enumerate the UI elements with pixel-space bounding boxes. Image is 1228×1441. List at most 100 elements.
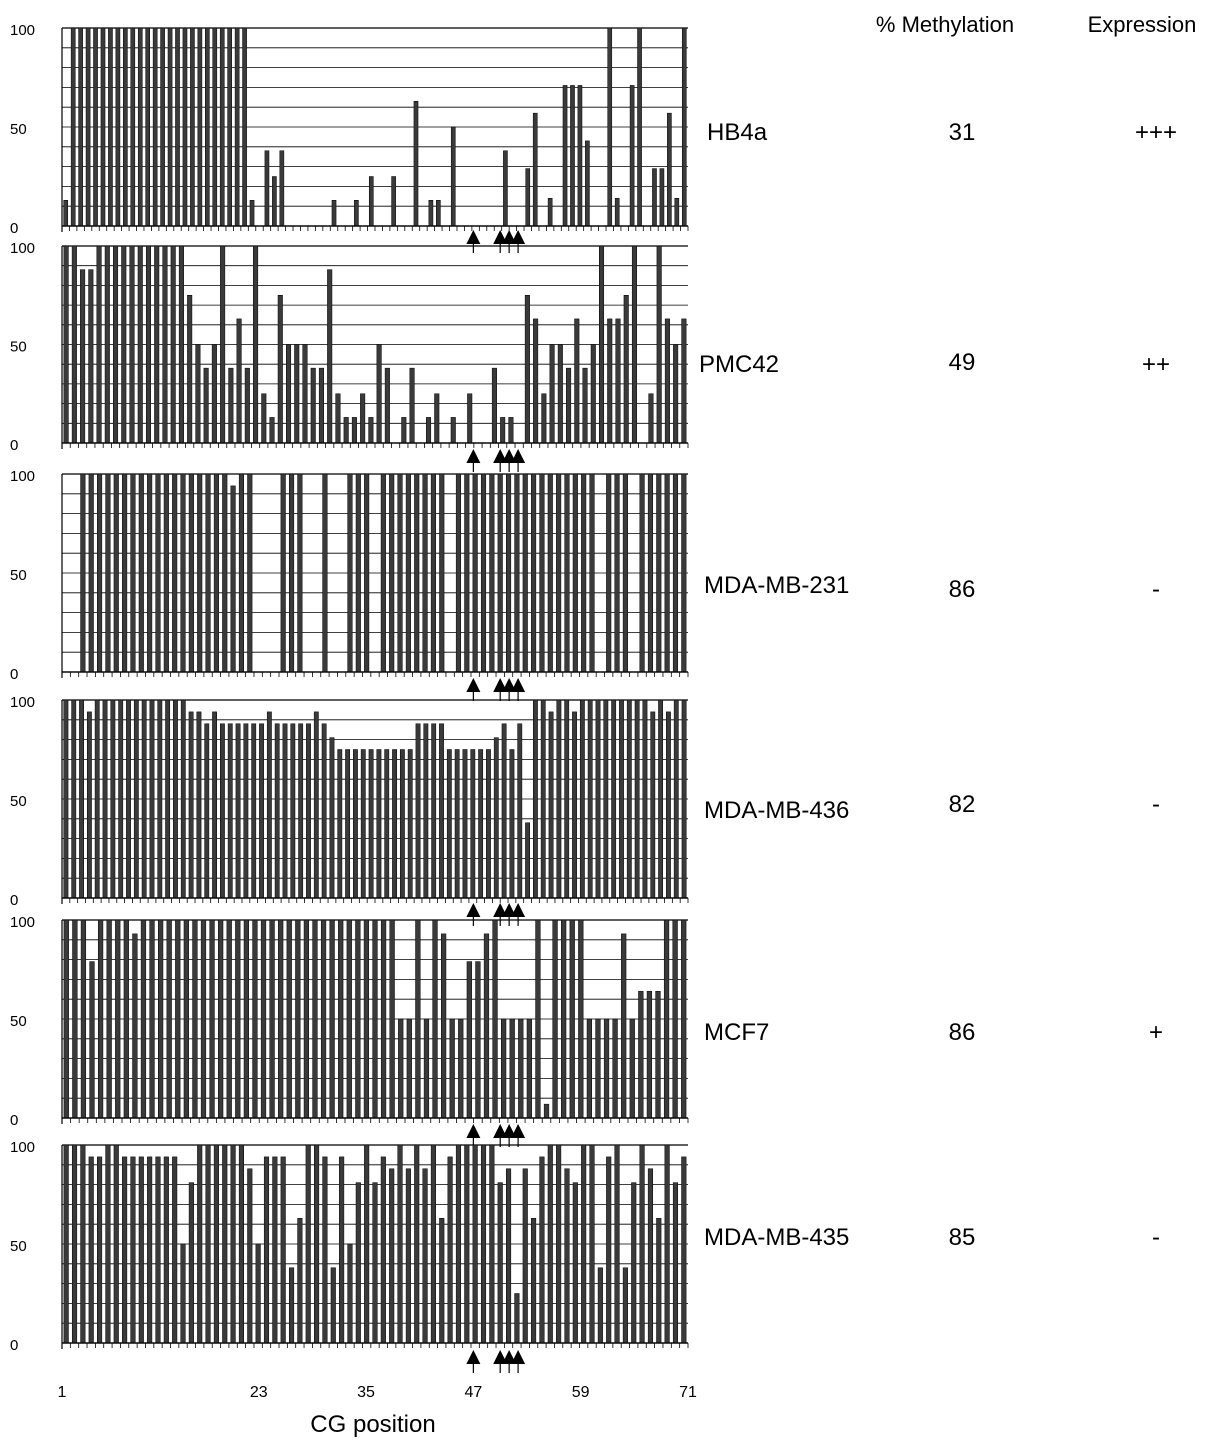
bar bbox=[132, 933, 138, 1119]
bar bbox=[220, 723, 225, 899]
bar bbox=[564, 699, 570, 899]
bar bbox=[272, 1156, 278, 1344]
bar bbox=[614, 473, 620, 673]
bar bbox=[188, 711, 194, 899]
y-tick-label: 100 bbox=[10, 694, 35, 711]
bar bbox=[141, 699, 147, 899]
cg-position-arrow bbox=[511, 449, 526, 472]
cg-position-arrow bbox=[466, 1124, 481, 1147]
bar bbox=[339, 1156, 345, 1344]
cell-line-label: PMC42 bbox=[699, 351, 779, 378]
bar bbox=[137, 245, 143, 444]
y-tick-label: 0 bbox=[10, 666, 18, 683]
bar bbox=[587, 699, 593, 899]
bar bbox=[439, 723, 444, 899]
bar bbox=[539, 1156, 545, 1344]
bar bbox=[597, 1267, 603, 1344]
bar bbox=[648, 393, 654, 444]
bar bbox=[288, 473, 295, 673]
bar bbox=[80, 269, 86, 444]
bar bbox=[218, 919, 224, 1119]
bar bbox=[347, 473, 353, 673]
bar bbox=[454, 749, 460, 899]
bar bbox=[360, 393, 366, 444]
bar bbox=[603, 1018, 610, 1119]
bar bbox=[160, 27, 165, 227]
bar bbox=[86, 711, 92, 899]
bar bbox=[80, 1144, 86, 1344]
bar bbox=[547, 198, 553, 227]
bar bbox=[614, 1144, 620, 1344]
bar bbox=[681, 919, 687, 1119]
bar bbox=[547, 473, 553, 673]
bar bbox=[354, 200, 359, 227]
bar bbox=[227, 27, 232, 227]
bar bbox=[266, 711, 272, 899]
bar bbox=[70, 27, 76, 227]
cell-line-label: HB4a bbox=[707, 119, 768, 146]
bar bbox=[320, 919, 327, 1119]
cg-position-arrow bbox=[493, 449, 508, 472]
bar bbox=[629, 85, 635, 227]
bar bbox=[392, 749, 397, 899]
bar bbox=[154, 245, 160, 444]
bar bbox=[414, 1144, 420, 1344]
bar bbox=[188, 1182, 194, 1344]
y-tick-label: 50 bbox=[10, 793, 27, 810]
bar bbox=[290, 723, 296, 899]
bar bbox=[297, 473, 303, 673]
expression-value: ++ bbox=[1142, 351, 1170, 378]
x-tick-label: 23 bbox=[250, 1384, 268, 1401]
bar bbox=[621, 933, 627, 1119]
cg-position-arrow bbox=[466, 678, 481, 701]
methylation-value: 31 bbox=[949, 119, 976, 146]
bar bbox=[664, 318, 670, 444]
bar bbox=[681, 27, 687, 227]
y-tick-label: 0 bbox=[10, 1337, 18, 1354]
bar bbox=[607, 27, 613, 227]
bar bbox=[673, 699, 679, 899]
bar bbox=[415, 723, 421, 899]
bar bbox=[335, 393, 341, 444]
bar bbox=[480, 1144, 487, 1344]
bar bbox=[113, 1144, 119, 1344]
bar bbox=[343, 417, 349, 444]
bar bbox=[211, 344, 217, 444]
bar bbox=[172, 473, 178, 673]
bar bbox=[574, 318, 580, 444]
bar bbox=[501, 723, 507, 899]
bar bbox=[659, 168, 665, 227]
bar bbox=[547, 1144, 553, 1344]
bar bbox=[572, 473, 578, 673]
bar bbox=[238, 473, 244, 673]
expression-value: - bbox=[1152, 576, 1160, 603]
bar bbox=[102, 699, 108, 899]
bar bbox=[235, 723, 241, 899]
bar bbox=[113, 473, 119, 673]
bar bbox=[581, 473, 587, 673]
bar bbox=[294, 344, 300, 444]
cg-position-arrow bbox=[502, 678, 517, 701]
bar bbox=[313, 711, 319, 899]
cg-position-arrow bbox=[511, 903, 526, 926]
bar bbox=[222, 473, 228, 673]
bar bbox=[130, 27, 136, 227]
bar bbox=[222, 1144, 228, 1344]
bar bbox=[355, 1182, 361, 1344]
bar bbox=[467, 393, 473, 444]
x-tick-label: 35 bbox=[357, 1384, 375, 1401]
bar bbox=[306, 723, 311, 899]
bar bbox=[595, 1018, 601, 1119]
bar bbox=[472, 1144, 478, 1344]
bar bbox=[149, 699, 155, 899]
cg-position-arrow bbox=[511, 1350, 526, 1373]
bar bbox=[614, 198, 620, 227]
panel-mda-mb-436: 0 50 100 MDA-MB-436 82 - bbox=[10, 694, 1160, 926]
bar bbox=[466, 961, 472, 1119]
bar bbox=[105, 1144, 111, 1344]
y-tick-label: 100 bbox=[10, 240, 35, 257]
bar bbox=[269, 417, 275, 444]
bar bbox=[533, 699, 538, 899]
bar bbox=[94, 699, 100, 899]
bar bbox=[647, 1168, 653, 1344]
